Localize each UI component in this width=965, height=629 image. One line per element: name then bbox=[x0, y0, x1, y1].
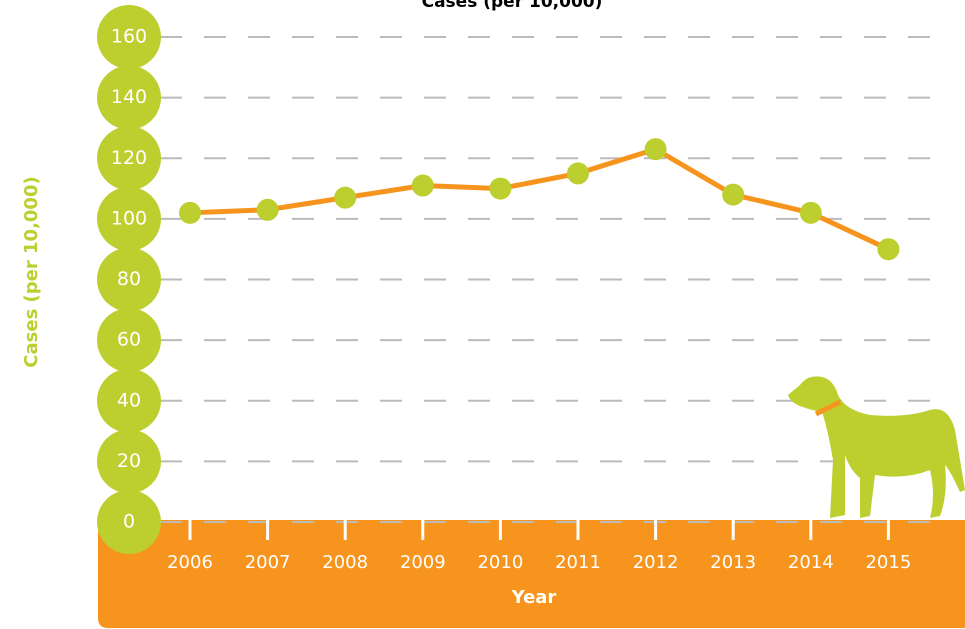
y-tick-label: 120 bbox=[111, 147, 147, 169]
x-tick-label: 2013 bbox=[710, 552, 756, 573]
y-tick-circle bbox=[97, 247, 161, 312]
y-tick-circle bbox=[97, 126, 161, 191]
x-axis-label: Year bbox=[511, 587, 557, 608]
data-point bbox=[644, 138, 667, 161]
data-point bbox=[256, 198, 279, 221]
y-tick-circle bbox=[97, 490, 161, 554]
y-tick-circle bbox=[97, 65, 161, 130]
y-tick-label: 20 bbox=[117, 450, 141, 472]
y-tick-label: 40 bbox=[117, 389, 141, 411]
y-tick-label: 80 bbox=[117, 268, 141, 290]
data-point bbox=[489, 177, 512, 200]
x-tick-label: 2012 bbox=[633, 552, 679, 573]
data-point bbox=[877, 238, 900, 261]
x-tick-label: 2015 bbox=[865, 552, 911, 573]
dog bbox=[788, 376, 965, 518]
y-axis-label: Cases (per 10,000) bbox=[21, 176, 42, 367]
y-tick-label: 0 bbox=[123, 511, 135, 533]
y-tick-circle bbox=[97, 308, 161, 373]
x-tick-label: 2006 bbox=[167, 552, 213, 573]
y-tick-label: 60 bbox=[117, 329, 141, 351]
y-tick-label: 140 bbox=[111, 86, 147, 108]
x-tick-label: 2008 bbox=[322, 552, 368, 573]
data-point bbox=[334, 186, 357, 209]
x-tick-label: 2010 bbox=[477, 552, 523, 573]
series-line bbox=[189, 146, 890, 252]
y-tick-label: 100 bbox=[111, 207, 147, 229]
data-point bbox=[722, 183, 745, 206]
data-point bbox=[799, 201, 822, 224]
x-tick-label: 2007 bbox=[245, 552, 291, 573]
y-tick-label: 160 bbox=[111, 26, 147, 48]
data-point bbox=[411, 174, 434, 197]
data-point bbox=[567, 162, 589, 185]
y-tick-circle bbox=[97, 186, 161, 251]
chart-title: Cases (per 10,000) bbox=[422, 0, 603, 12]
data-point bbox=[179, 201, 201, 224]
x-tick-label: 2009 bbox=[400, 552, 446, 573]
y-tick-circle bbox=[97, 368, 161, 433]
x-tick-label: 2011 bbox=[555, 552, 601, 573]
y-tick-circle bbox=[97, 429, 161, 494]
x-tick-label: 2014 bbox=[788, 552, 834, 573]
x-axis-band bbox=[98, 520, 965, 628]
y-tick-circle bbox=[97, 5, 161, 69]
